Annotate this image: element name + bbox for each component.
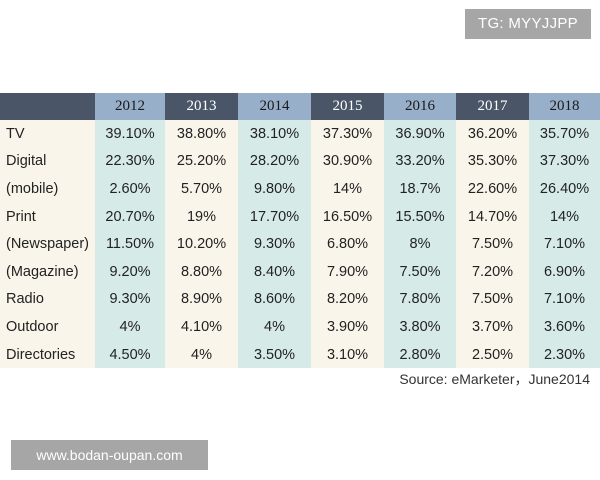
row-label: Print (0, 202, 95, 231)
table-cell: 22.60% (456, 175, 529, 203)
table-cell: 26.40% (529, 175, 600, 203)
table-cell: 2.30% (529, 340, 600, 369)
table-cell: 9.80% (238, 175, 311, 203)
table-row: Print 20.70% 19% 17.70% 16.50% 15.50% 14.70% 14… (0, 202, 600, 231)
table-cell: 4% (238, 313, 311, 341)
table-cell: 38.10% (238, 120, 311, 148)
column-header: 2017 (456, 93, 529, 120)
table-cell: 8.40% (238, 257, 311, 286)
table-cell: 35.30% (456, 147, 529, 176)
table-cell: 5.70% (165, 175, 238, 203)
table-cell: 36.90% (384, 120, 456, 148)
table-cell: 9.30% (95, 285, 165, 314)
table-row: TV 39.10% 38.80% 38.10% 37.30% 36.90% 36.20% 35… (0, 120, 600, 148)
table-cell: 22.30% (95, 147, 165, 176)
column-header: 2014 (238, 93, 311, 120)
table-cell: 4% (95, 313, 165, 341)
table-row: Digital 22.30% 25.20% 28.20% 30.90% 33.20% 35.… (0, 147, 600, 176)
header-row: 2012 2013 2014 2015 2016 2017 2018 (0, 93, 600, 120)
table-cell: 9.20% (95, 257, 165, 286)
table-cell: 14% (311, 175, 384, 203)
source-note: Source: eMarketer，June2014 (399, 371, 590, 387)
table-cell: 4.10% (165, 313, 238, 341)
table-cell: 3.70% (456, 313, 529, 341)
row-label: Directories (0, 340, 95, 369)
table-cell: 3.50% (238, 340, 311, 369)
table-cell: 14.70% (456, 202, 529, 231)
table-cell: 2.60% (95, 175, 165, 203)
watermark-top: TG: MYYJJPP (465, 9, 591, 39)
table-cell: 8.60% (238, 285, 311, 314)
table-cell: 8.20% (311, 285, 384, 314)
row-label: Digital (0, 147, 95, 176)
table-cell: 2.80% (384, 340, 456, 369)
header-corner (0, 93, 95, 120)
table-cell: 10.20% (165, 230, 238, 258)
column-header: 2012 (95, 93, 165, 120)
table-cell: 36.20% (456, 120, 529, 148)
table-cell: 15.50% (384, 202, 456, 231)
row-label: Outdoor (0, 313, 95, 341)
table-cell: 7.50% (456, 285, 529, 314)
table-row: (mobile) 2.60% 5.70% 9.80% 14% 18.7% 22.60% 26.… (0, 175, 600, 203)
table-cell: 18.7% (384, 175, 456, 203)
row-label: TV (0, 120, 95, 148)
row-label: (mobile) (0, 175, 95, 203)
table-cell: 38.80% (165, 120, 238, 148)
table-cell: 4.50% (95, 340, 165, 369)
table-cell: 7.20% (456, 257, 529, 286)
table-cell: 8% (384, 230, 456, 258)
table-cell: 7.10% (529, 230, 600, 258)
table-row: (Magazine) 9.20% 8.80% 8.40% 7.90% 7.50% 7.20%… (0, 257, 600, 286)
table-cell: 7.50% (456, 230, 529, 258)
column-header: 2016 (384, 93, 456, 120)
table-cell: 3.90% (311, 313, 384, 341)
row-label: (Newspaper) (0, 230, 95, 258)
table-cell: 3.10% (311, 340, 384, 369)
data-table: 2012 2013 2014 2015 2016 2017 2018 TV 39.… (0, 93, 600, 369)
table-cell: 8.90% (165, 285, 238, 314)
table-cell: 16.50% (311, 202, 384, 231)
column-header: 2013 (165, 93, 238, 120)
table-cell: 7.50% (384, 257, 456, 286)
table-cell: 2.50% (456, 340, 529, 369)
table-cell: 6.90% (529, 257, 600, 286)
table-cell: 37.30% (311, 120, 384, 148)
table-row: Directories 4.50% 4% 3.50% 3.10% 2.80% 2.50% 2.… (0, 340, 600, 369)
row-label: Radio (0, 285, 95, 314)
table-cell: 25.20% (165, 147, 238, 176)
watermark-bottom: www.bodan-oupan.com (11, 440, 208, 470)
table-cell: 35.70% (529, 120, 600, 148)
table-cell: 17.70% (238, 202, 311, 231)
table-row: Outdoor 4% 4.10% 4% 3.90% 3.80% 3.70% 3.60% (0, 313, 600, 341)
table-cell: 28.20% (238, 147, 311, 176)
table-cell: 33.20% (384, 147, 456, 176)
table-cell: 19% (165, 202, 238, 231)
table-cell: 30.90% (311, 147, 384, 176)
table-cell: 39.10% (95, 120, 165, 148)
row-label: (Magazine) (0, 257, 95, 286)
table-cell: 3.80% (384, 313, 456, 341)
table-cell: 20.70% (95, 202, 165, 231)
table-row: Radio 9.30% 8.90% 8.60% 8.20% 7.80% 7.50% 7.10% (0, 285, 600, 314)
table-cell: 37.30% (529, 147, 600, 176)
table-cell: 8.80% (165, 257, 238, 286)
table-cell: 7.10% (529, 285, 600, 314)
table-cell: 14% (529, 202, 600, 231)
table-cell: 7.80% (384, 285, 456, 314)
table-row: (Newspaper) 11.50% 10.20% 9.30% 6.80% 8% 7.50%… (0, 230, 600, 258)
table-cell: 7.90% (311, 257, 384, 286)
table-cell: 3.60% (529, 313, 600, 341)
table-cell: 6.80% (311, 230, 384, 258)
column-header: 2015 (311, 93, 384, 120)
table-cell: 9.30% (238, 230, 311, 258)
column-header: 2018 (529, 93, 600, 120)
table-cell: 4% (165, 340, 238, 369)
table-cell: 11.50% (95, 230, 165, 258)
